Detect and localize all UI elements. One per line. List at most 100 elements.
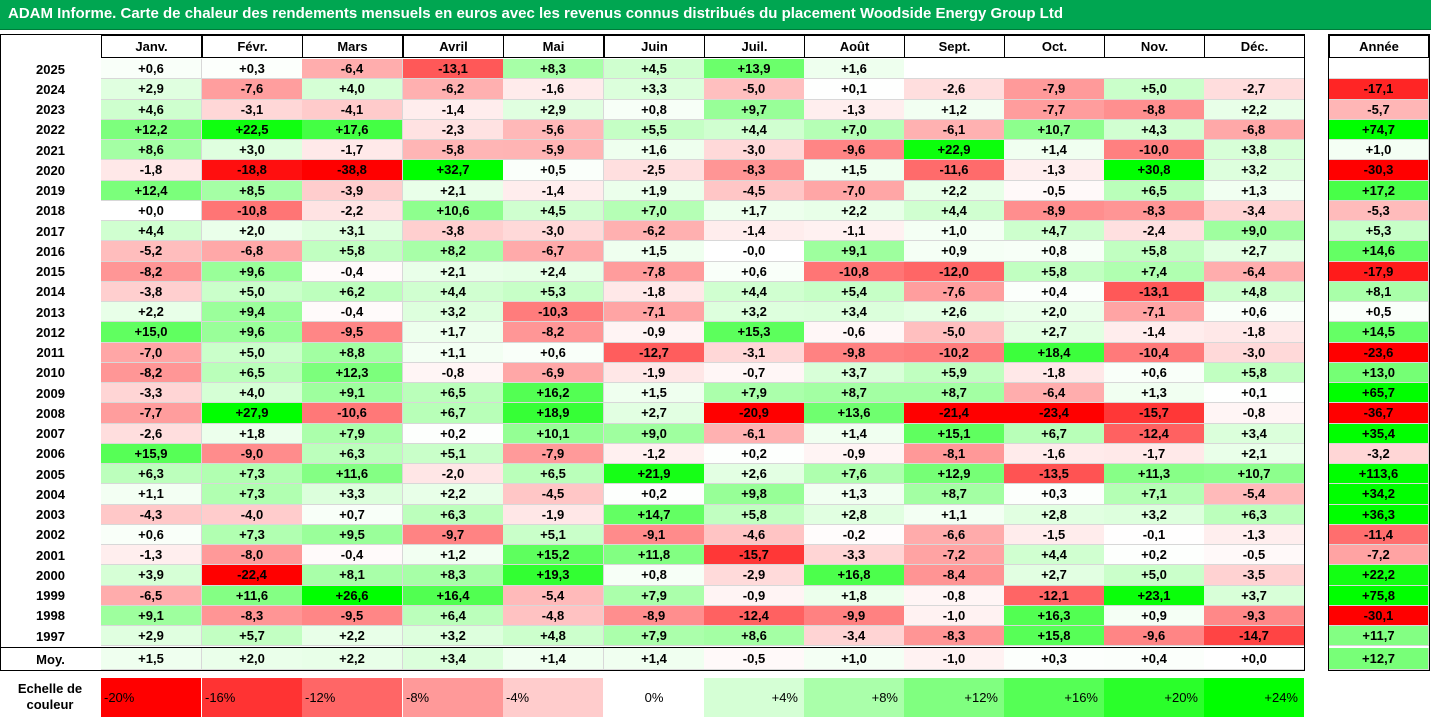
- annual-cell: [1329, 59, 1429, 80]
- heatmap-cell: +0,6: [503, 342, 604, 363]
- heatmap-cell: +15,0: [101, 322, 202, 343]
- heatmap-cell: -7,0: [804, 180, 905, 201]
- heatmap-cell: -5,6: [503, 119, 604, 140]
- heatmap-cell: +0,6: [101, 524, 202, 545]
- heatmap-cell: -15,7: [704, 545, 805, 566]
- heatmap-cell: -0,9: [604, 322, 705, 343]
- heatmap-cell: -3,0: [704, 140, 805, 161]
- heatmap-cell: +1,4: [804, 423, 905, 444]
- heatmap-cell: -10,8: [804, 261, 905, 282]
- heatmap-cell: -1,8: [604, 281, 705, 302]
- heatmap-cell: -0,2: [804, 524, 905, 545]
- heatmap-cell: -1,8: [1004, 362, 1105, 383]
- heatmap-cell: -6,1: [704, 423, 805, 444]
- heatmap-cell: -6,2: [604, 221, 705, 242]
- heatmap-cell: +8,2: [403, 241, 504, 262]
- year-label: 2008: [36, 405, 65, 421]
- month-header: Févr.: [202, 35, 303, 58]
- heatmap-cell: -1,0: [904, 605, 1005, 626]
- heatmap-cell: +8,3: [503, 59, 604, 80]
- year-label: 2025: [36, 61, 65, 77]
- heatmap-cell: +8,7: [904, 484, 1005, 505]
- heatmap-cell: +1,7: [403, 322, 504, 343]
- heatmap-cell: +22,9: [904, 140, 1005, 161]
- heatmap-cell: -1,9: [604, 362, 705, 383]
- heatmap-cell: +0,0: [101, 200, 202, 221]
- heatmap-cell: -3,0: [1204, 342, 1305, 363]
- heatmap-cell: +3,2: [1104, 504, 1205, 525]
- heatmap-cell: +3,3: [302, 484, 403, 505]
- chart-title: ADAM Informe. Carte de chaleur des rende…: [8, 5, 1063, 22]
- heatmap-cell: -1,8: [101, 160, 202, 181]
- heatmap-cell: -9,1: [604, 524, 705, 545]
- average-cell: +0,0: [1204, 648, 1305, 670]
- heatmap-cell: +23,1: [1104, 585, 1205, 606]
- annual-cell: -5,3: [1329, 200, 1429, 221]
- annual-cell: +22,2: [1329, 565, 1429, 586]
- heatmap-cell: -8,9: [604, 605, 705, 626]
- heatmap-cell: +5,8: [704, 504, 805, 525]
- heatmap-cell: +6,3: [403, 504, 504, 525]
- scale-swatch: +8%: [804, 678, 905, 717]
- heatmap-cell: -1,3: [804, 99, 905, 120]
- heatmap-cell: +21,9: [604, 464, 705, 485]
- heatmap-cell: +1,6: [804, 59, 905, 80]
- heatmap-cell: +8,7: [904, 383, 1005, 404]
- heatmap-cell: -12,1: [1004, 585, 1105, 606]
- heatmap-cell: +2,2: [1204, 99, 1305, 120]
- scale-label-line-1: Echelle de: [17, 681, 83, 696]
- heatmap-cell: -20,9: [704, 403, 805, 424]
- heatmap-cell: -14,7: [1204, 626, 1305, 647]
- heatmap-cell: +6,5: [503, 464, 604, 485]
- heatmap-cell: +2,2: [904, 180, 1005, 201]
- heatmap-cell: +1,8: [804, 585, 905, 606]
- heatmap-cell: -11,6: [904, 160, 1005, 181]
- heatmap-cell: +1,8: [202, 423, 303, 444]
- heatmap-cell: +9,7: [704, 99, 805, 120]
- heatmap-cell: -2,3: [403, 119, 504, 140]
- heatmap-cell: +2,9: [503, 99, 604, 120]
- heatmap-cell: -8,2: [503, 322, 604, 343]
- heatmap-cell: +6,4: [403, 605, 504, 626]
- heatmap-cell: +0,6: [101, 59, 202, 80]
- heatmap-cell: -5,0: [704, 79, 805, 100]
- heatmap-cell: +9,4: [202, 302, 303, 323]
- heatmap-cell: -7,6: [202, 79, 303, 100]
- heatmap-cell: +8,6: [704, 626, 805, 647]
- year-label: 2018: [36, 203, 65, 219]
- heatmap-cell: -6,8: [202, 241, 303, 262]
- heatmap-cell: -2,0: [403, 464, 504, 485]
- heatmap-cell: +3,3: [604, 79, 705, 100]
- heatmap-cell: +8,8: [302, 342, 403, 363]
- heatmap-cell: +1,1: [403, 342, 504, 363]
- annual-cell: -17,9: [1329, 261, 1429, 282]
- heatmap-cell: +1,2: [403, 545, 504, 566]
- heatmap-cell: -4,5: [503, 484, 604, 505]
- heatmap-cell: +0,8: [1004, 241, 1105, 262]
- heatmap-cell: -0,0: [704, 241, 805, 262]
- heatmap-cell: -18,8: [202, 160, 303, 181]
- year-label: 2024: [36, 81, 65, 97]
- heatmap-cell: -9,3: [1204, 605, 1305, 626]
- heatmap-cell: -7,0: [101, 342, 202, 363]
- heatmap-cell: +4,0: [202, 383, 303, 404]
- annual-cell: +5,3: [1329, 221, 1429, 242]
- heatmap-cell: -1,4: [503, 180, 604, 201]
- heatmap-cell: +3,4: [804, 302, 905, 323]
- annual-cell: -30,1: [1329, 605, 1429, 626]
- heatmap-cell: -2,9: [704, 565, 805, 586]
- annual-cell: +75,8: [1329, 585, 1429, 606]
- heatmap-cell: -6,9: [503, 362, 604, 383]
- year-label: 2022: [36, 122, 65, 138]
- heatmap-cell: +4,8: [1204, 281, 1305, 302]
- heatmap-cell: +9,1: [804, 241, 905, 262]
- month-header: Juil.: [704, 35, 805, 58]
- heatmap-cell: -3,0: [503, 221, 604, 242]
- heatmap-cell: -7,1: [1104, 302, 1205, 323]
- heatmap-cell: -4,5: [704, 180, 805, 201]
- heatmap-cell: -6,8: [1204, 119, 1305, 140]
- average-cell: +1,0: [804, 648, 905, 670]
- heatmap-cell: +0,8: [604, 99, 705, 120]
- heatmap-cell: -15,7: [1104, 403, 1205, 424]
- heatmap-cell: -0,4: [302, 261, 403, 282]
